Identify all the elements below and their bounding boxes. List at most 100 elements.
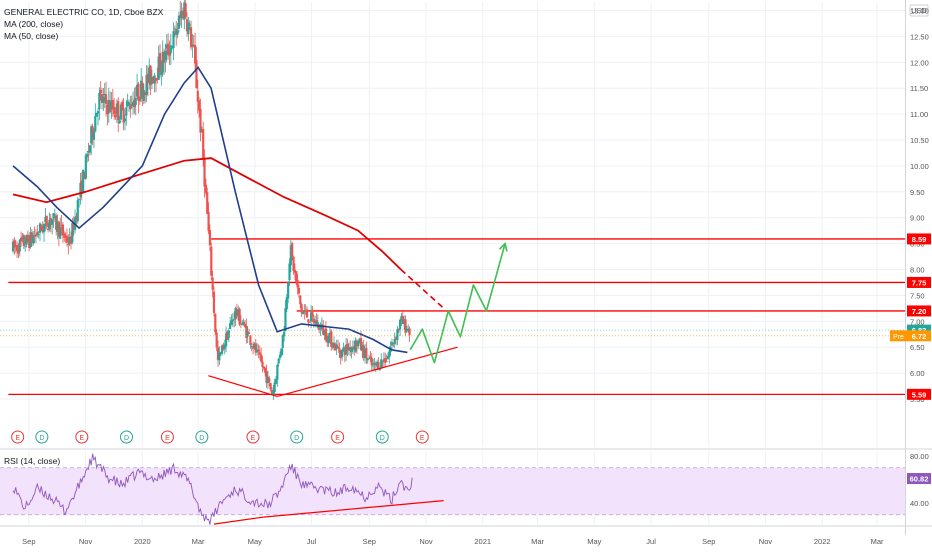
symbol-title: GENERAL ELECTRIC CO, 1D, Cboe BZX [4, 7, 164, 17]
candle-body [407, 330, 410, 332]
candle-body [392, 342, 395, 344]
price-tag-bg [907, 324, 931, 336]
event-letter: E [420, 435, 425, 442]
candle-body [92, 131, 96, 140]
rsi-label: RSI (14, close) [4, 456, 61, 466]
candle-body [161, 51, 164, 73]
event-marker-E: E [160, 430, 174, 444]
candle-body [180, 11, 183, 19]
candle-body [78, 199, 81, 200]
candle-body [266, 376, 270, 383]
candle-body [270, 389, 274, 395]
candle-body [376, 361, 379, 367]
candle-body [281, 334, 284, 348]
candle-body [32, 237, 35, 244]
price-tick-label: 10.50 [910, 136, 929, 145]
candle-body [189, 27, 193, 48]
candle-body [37, 234, 40, 236]
candle-body [342, 347, 345, 351]
candle-body [345, 344, 348, 355]
level-tag-bg [907, 388, 931, 400]
candle-body [162, 52, 166, 63]
candle-body [357, 340, 360, 347]
price-tick-label: 8.00 [910, 266, 925, 275]
candle-body [330, 331, 333, 347]
candle-body [382, 359, 386, 361]
candle-body [165, 44, 168, 49]
candle-body [79, 183, 82, 198]
candle-body [134, 97, 137, 105]
candle-body [272, 390, 275, 395]
candle-body [318, 324, 321, 330]
candle-body [303, 310, 306, 313]
candle-body [87, 150, 90, 153]
candle-body [82, 169, 85, 193]
candle-body [326, 340, 329, 343]
event-marker-E: E [11, 430, 25, 444]
rsi-value-tag: 60.82 [910, 475, 929, 484]
candle-body [177, 15, 181, 29]
candle-body [393, 338, 396, 344]
candle-body [363, 348, 367, 359]
candle-body [301, 311, 305, 315]
candle-body [385, 360, 388, 362]
candle-body [304, 311, 307, 312]
candle-body [106, 104, 109, 115]
time-tick-label: Nov [419, 537, 433, 546]
candle-body [377, 361, 380, 370]
candle-body [17, 250, 20, 254]
candle-body [223, 344, 226, 349]
candle-body [60, 225, 63, 226]
event-circle [246, 430, 260, 444]
candle-body [285, 297, 288, 310]
candle-body [141, 82, 144, 99]
event-circle [119, 430, 133, 444]
candle-body [195, 60, 198, 89]
event-marker-D: D [35, 430, 49, 444]
pre-tag-bg [890, 330, 907, 342]
candle-body [61, 224, 65, 236]
candle-body [327, 335, 330, 344]
event-letter: D [294, 435, 299, 442]
candle-body [176, 30, 179, 35]
event-circle [331, 430, 345, 444]
candle-body [127, 102, 131, 105]
candle-body [257, 349, 260, 352]
candle-body [247, 332, 251, 335]
candle-body [260, 354, 263, 362]
candle-body [86, 153, 89, 158]
candle-body [69, 236, 73, 244]
candle-body [331, 346, 334, 348]
candle-body [308, 321, 311, 323]
candle-body [374, 364, 377, 366]
candle-body [405, 328, 408, 331]
price-tick-label: 7.50 [910, 291, 925, 300]
ma200-label: MA (200, close) [4, 19, 64, 29]
candle-body [319, 325, 322, 330]
level-tag-label: 8.59 [912, 235, 927, 244]
candle-body [238, 308, 241, 325]
candle-body [269, 383, 272, 390]
currency-label: USD [911, 6, 927, 15]
candle-body [167, 43, 170, 56]
candle-body [94, 116, 97, 132]
rsi-legend: RSI (14, close) [4, 456, 60, 466]
candle-body [384, 357, 387, 363]
candle-body [362, 345, 365, 358]
event-circle [290, 430, 304, 444]
candle-body [44, 217, 47, 222]
main-pane-legend: GENERAL ELECTRIC CO, 1D, Cboe BZX [4, 7, 163, 17]
pre-tag-label: Pre [893, 334, 904, 341]
candle-body [292, 256, 295, 272]
candle-body [33, 235, 36, 237]
candle-body [297, 287, 301, 294]
candle-body [311, 310, 314, 317]
price-tick-label: 9.00 [910, 214, 925, 223]
candle-body [207, 212, 210, 232]
candle-body [289, 245, 292, 266]
time-tick-label: May [587, 537, 601, 546]
candle-body [102, 96, 105, 103]
candle-body [103, 93, 106, 96]
candle-body [84, 155, 87, 179]
